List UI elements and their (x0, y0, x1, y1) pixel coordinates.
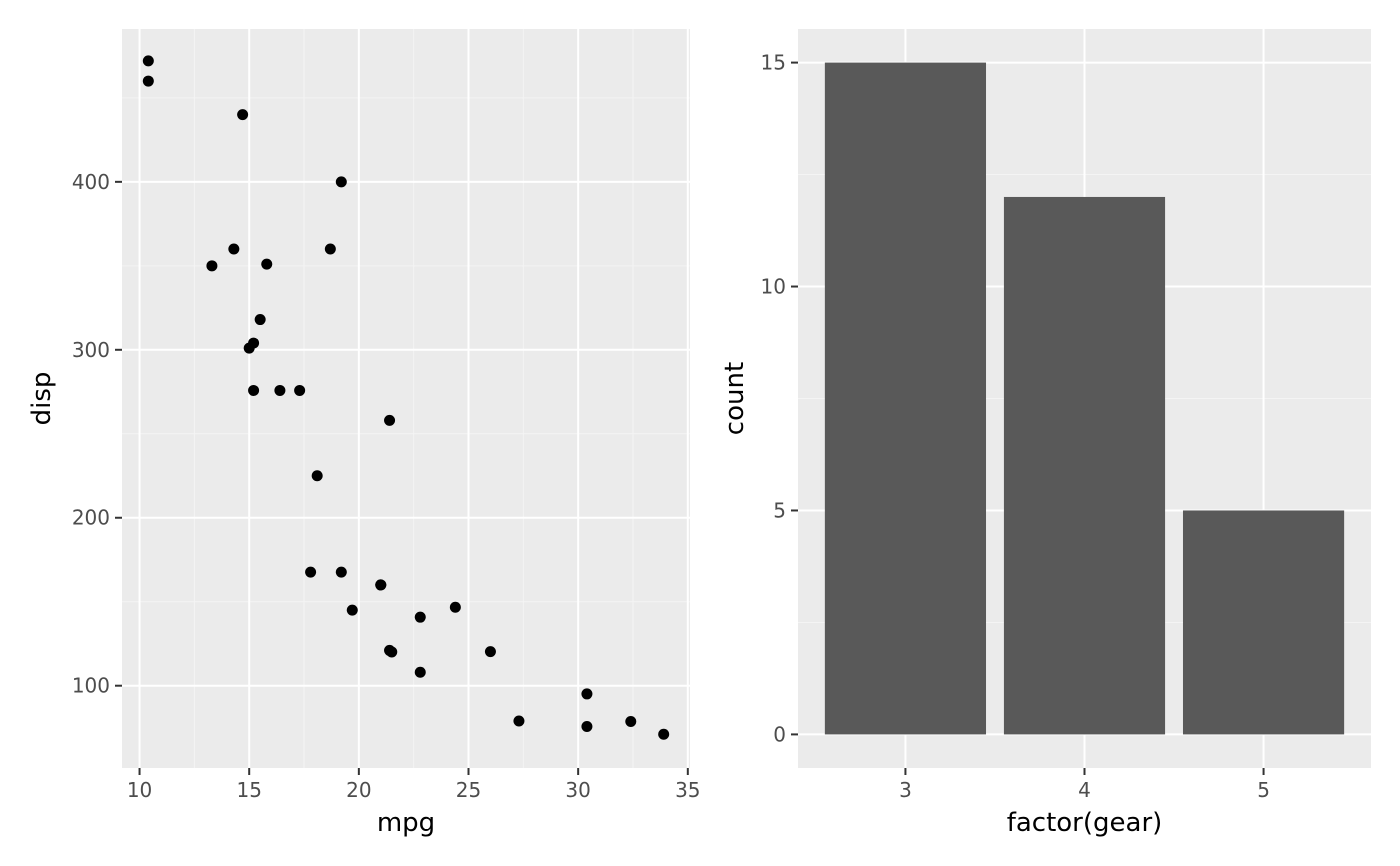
bar-x-axis-title: factor(gear) (1007, 808, 1163, 838)
scatter-point (414, 666, 426, 678)
scatter-point (228, 243, 240, 255)
y-tick-label: 5 (773, 498, 786, 522)
scatter-point (261, 258, 273, 270)
scatter-point (449, 601, 461, 613)
scatter-point (324, 243, 336, 255)
x-tick-label: 10 (127, 778, 152, 802)
x-tick-label: 30 (565, 778, 590, 802)
scatter-points (142, 55, 670, 740)
scatter-x-axis-title: mpg (377, 808, 435, 838)
scatter-point (237, 109, 249, 121)
bar-chart: 3 4 5 0 5 10 15 factor(gear) count (720, 29, 1371, 838)
scatter-point (625, 715, 637, 727)
bar (824, 62, 987, 735)
x-tick-label: 5 (1257, 778, 1270, 802)
scatter-point (513, 715, 525, 727)
scatter-axes: 10 15 20 25 30 35 100 200 300 400 (72, 170, 701, 802)
x-tick-label: 20 (346, 778, 371, 802)
x-tick-label: 15 (236, 778, 261, 802)
bar (1182, 510, 1345, 735)
scatter-y-axis-title: disp (27, 372, 57, 426)
scatter-point (484, 646, 496, 658)
scatter-point (335, 566, 347, 578)
scatter-point (254, 314, 266, 326)
scatter-point (414, 611, 426, 623)
y-tick-label: 100 (72, 674, 110, 698)
y-tick-label: 0 (773, 722, 786, 746)
x-tick-label: 4 (1078, 778, 1091, 802)
scatter-point (384, 644, 396, 656)
scatter-point (243, 342, 255, 354)
scatter-plot: 10 15 20 25 30 35 100 200 300 400 mpg disp (27, 29, 701, 838)
scatter-point (206, 260, 218, 272)
scatter-point (248, 384, 260, 396)
bar-series (824, 62, 1345, 735)
scatter-panel-background (122, 29, 690, 768)
bar-axes: 3 4 5 0 5 10 15 (761, 51, 1270, 802)
scatter-point (142, 55, 154, 67)
scatter-point (274, 384, 286, 396)
y-tick-label: 15 (761, 51, 786, 75)
y-tick-label: 300 (72, 338, 110, 362)
x-tick-label: 25 (456, 778, 481, 802)
scatter-point (658, 728, 670, 740)
scatter-point (581, 721, 593, 733)
scatter-point (305, 566, 317, 578)
bar-y-axis-title: count (720, 362, 750, 435)
y-tick-label: 200 (72, 506, 110, 530)
scatter-point (346, 604, 358, 616)
bar (1003, 196, 1166, 735)
scatter-point (384, 414, 396, 426)
x-tick-label: 35 (675, 778, 700, 802)
y-tick-label: 400 (72, 170, 110, 194)
scatter-point (142, 75, 154, 87)
y-tick-label: 10 (761, 275, 786, 299)
scatter-point (294, 384, 306, 396)
x-tick-label: 3 (899, 778, 912, 802)
scatter-point (335, 176, 347, 188)
scatter-point (311, 470, 323, 482)
scatter-point (581, 688, 593, 700)
scatter-point (375, 579, 387, 591)
scatter-gridlines (122, 29, 690, 768)
